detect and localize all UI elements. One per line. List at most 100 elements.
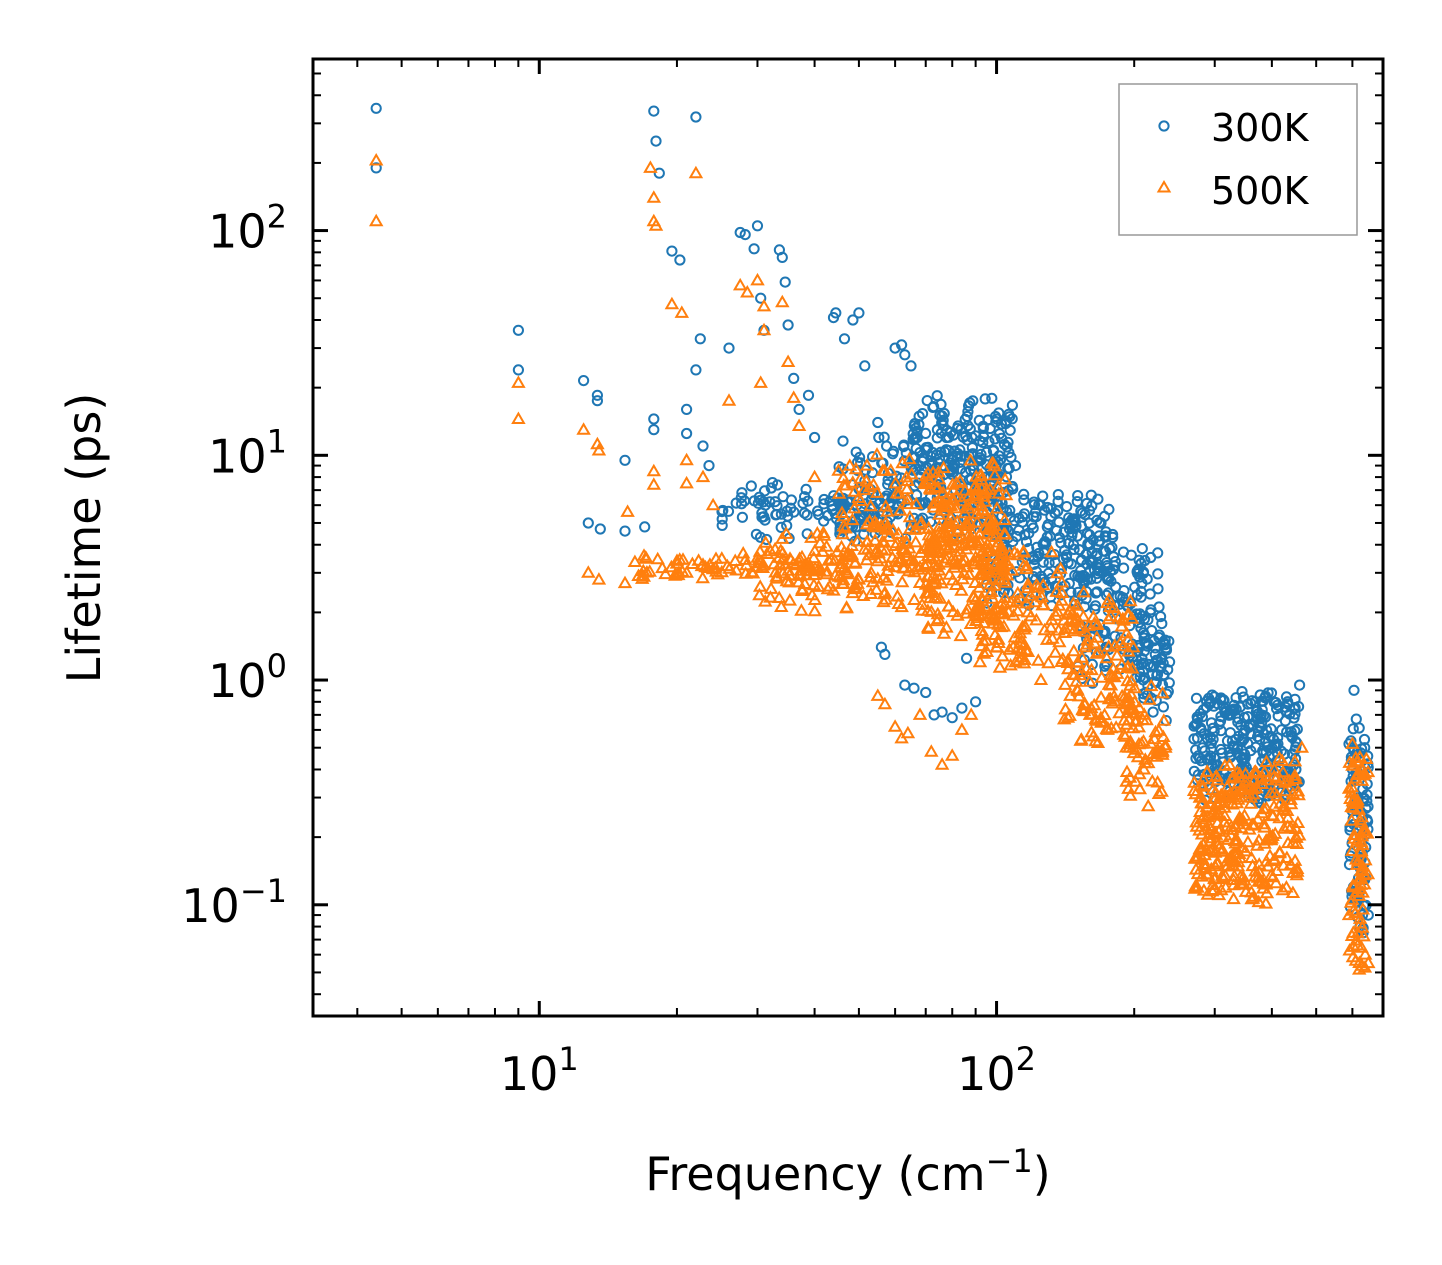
point-500K bbox=[948, 553, 963, 566]
point-300K bbox=[930, 449, 943, 461]
point-500K bbox=[939, 498, 954, 511]
point-500K bbox=[1020, 577, 1036, 590]
point-500K bbox=[646, 477, 662, 490]
point-300K bbox=[899, 679, 911, 691]
point-500K bbox=[1106, 661, 1121, 675]
point-500K bbox=[912, 707, 928, 720]
point-500K bbox=[1220, 858, 1235, 872]
point-500K bbox=[1076, 609, 1091, 622]
point-500K bbox=[1238, 884, 1254, 897]
point-500K bbox=[901, 563, 917, 577]
point-300K bbox=[956, 702, 968, 714]
point-500K bbox=[942, 540, 957, 553]
point-300K bbox=[1006, 480, 1018, 493]
point-300K bbox=[755, 292, 767, 304]
point-500K bbox=[1348, 905, 1363, 918]
point-300K bbox=[1045, 510, 1057, 523]
point-500K bbox=[1246, 889, 1262, 902]
point-300K bbox=[723, 342, 735, 354]
point-500K bbox=[995, 602, 1010, 616]
point-500K bbox=[812, 563, 828, 577]
point-300K bbox=[1219, 705, 1232, 717]
point-500K bbox=[769, 571, 785, 584]
point-500K bbox=[868, 519, 883, 533]
point-500K bbox=[1054, 585, 1070, 598]
point-300K bbox=[1245, 745, 1257, 757]
point-300K bbox=[937, 414, 949, 426]
point-300K bbox=[779, 276, 791, 288]
point-500K bbox=[1274, 753, 1290, 766]
point-500K bbox=[970, 482, 985, 495]
point-500K bbox=[923, 535, 939, 548]
point-500K bbox=[1116, 638, 1131, 652]
point-500K bbox=[1013, 631, 1028, 644]
point-500K bbox=[1123, 788, 1138, 801]
point-500K bbox=[1084, 706, 1100, 720]
point-500K bbox=[658, 566, 673, 580]
point-500K bbox=[786, 390, 801, 403]
point-500K bbox=[1009, 593, 1025, 607]
series-500K bbox=[368, 153, 1376, 975]
point-300K bbox=[1061, 501, 1073, 513]
point-500K bbox=[1074, 650, 1090, 663]
point-500K bbox=[976, 633, 991, 647]
point-500K bbox=[931, 471, 947, 485]
point-500K bbox=[1345, 949, 1361, 963]
point-500K bbox=[1148, 724, 1163, 738]
point-500K bbox=[1210, 772, 1225, 786]
point-500K bbox=[835, 576, 850, 589]
point-300K bbox=[1004, 504, 1016, 516]
point-500K bbox=[1120, 607, 1135, 620]
point-300K bbox=[979, 393, 991, 405]
point-500K bbox=[1205, 782, 1221, 795]
point-500K bbox=[847, 556, 863, 569]
legend-box bbox=[1118, 83, 1358, 236]
point-500K bbox=[902, 521, 918, 534]
point-500K bbox=[1285, 885, 1301, 898]
point-300K bbox=[1258, 728, 1270, 740]
point-300K bbox=[1070, 520, 1082, 532]
point-500K bbox=[774, 531, 790, 544]
point-300K bbox=[1206, 689, 1218, 701]
point-500K bbox=[900, 725, 916, 739]
point-500K bbox=[735, 546, 751, 559]
point-300K bbox=[1118, 562, 1130, 574]
point-500K bbox=[714, 564, 730, 578]
point-300K bbox=[1072, 570, 1084, 582]
point-300K bbox=[1257, 747, 1269, 759]
point-500K bbox=[902, 509, 918, 523]
point-500K bbox=[1354, 940, 1369, 953]
point-300K bbox=[722, 505, 735, 517]
point-500K bbox=[939, 519, 955, 532]
point-500K bbox=[1289, 836, 1305, 849]
point-500K bbox=[985, 610, 1000, 623]
point-500K bbox=[877, 463, 892, 476]
point-300K bbox=[1289, 725, 1301, 737]
point-500K bbox=[1187, 775, 1202, 788]
point-500K bbox=[977, 557, 992, 571]
point-500K bbox=[1351, 881, 1367, 894]
point-500K bbox=[1199, 799, 1214, 813]
point-500K bbox=[1031, 653, 1046, 666]
point-500K bbox=[1211, 887, 1227, 901]
point-500K bbox=[1060, 655, 1076, 668]
point-500K bbox=[1272, 844, 1287, 858]
point-500K bbox=[1052, 634, 1067, 648]
point-500K bbox=[870, 688, 886, 701]
point-300K bbox=[879, 648, 891, 661]
point-300K bbox=[690, 111, 702, 123]
point-500K bbox=[1018, 642, 1033, 656]
point-500K bbox=[763, 581, 779, 594]
point-300K bbox=[1001, 441, 1013, 453]
point-500K bbox=[1119, 705, 1135, 718]
point-300K bbox=[1101, 658, 1113, 671]
point-300K bbox=[648, 424, 660, 436]
point-500K bbox=[918, 468, 934, 482]
point-500K bbox=[1266, 769, 1282, 782]
point-500K bbox=[732, 277, 748, 291]
point-300K bbox=[1027, 571, 1040, 583]
point-500K bbox=[936, 460, 951, 474]
point-500K bbox=[881, 529, 897, 542]
point-500K bbox=[1158, 737, 1173, 751]
